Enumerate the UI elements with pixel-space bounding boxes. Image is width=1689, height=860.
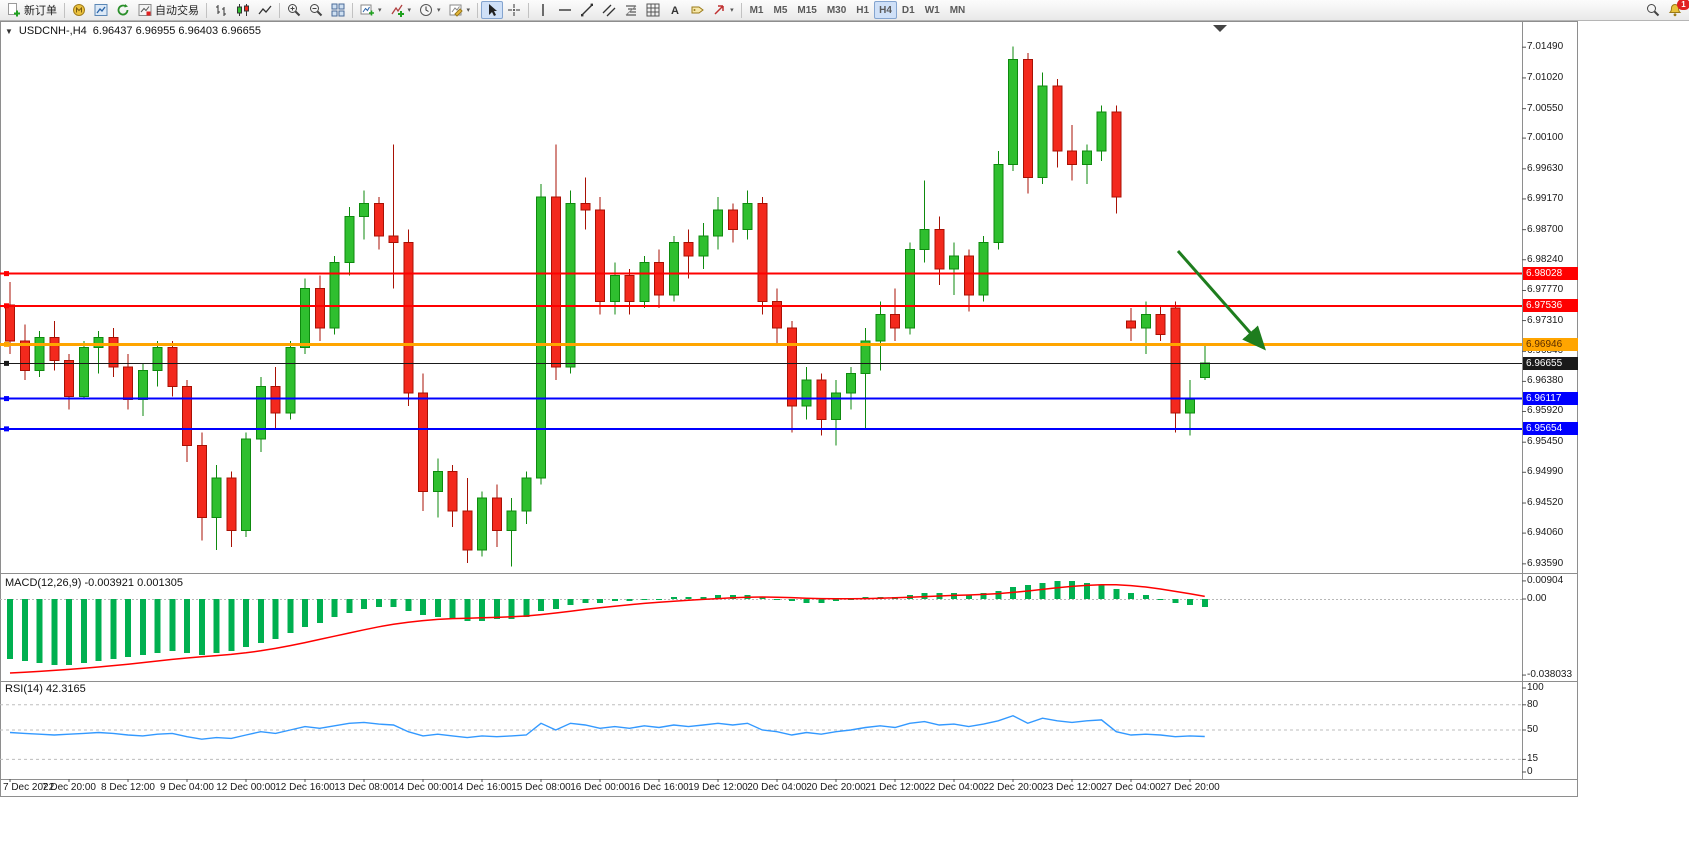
indicators-button[interactable]: ▾ [386, 1, 416, 19]
main-toolbar: 新订单 自动交易 ▾ ▾ ▾ [0, 0, 1689, 21]
new-order-icon [8, 3, 20, 17]
candles-layer [5, 46, 1210, 567]
autotrade-icon [138, 4, 152, 16]
crosshair-icon [508, 4, 521, 16]
chevron-down-icon: ▾ [466, 7, 471, 14]
candlestick-button[interactable] [232, 1, 254, 19]
new-chart-icon [360, 4, 374, 16]
grid-button[interactable] [642, 1, 664, 19]
svg-text:A: A [671, 5, 679, 17]
chart-window-icon [94, 4, 108, 16]
toolbar-separator [64, 2, 65, 18]
vertical-line-button[interactable] [532, 1, 554, 19]
chevron-down-icon: ▾ [730, 7, 734, 14]
cursor-icon [489, 4, 498, 16]
toolbar-separator [206, 2, 207, 18]
template-icon [449, 4, 463, 17]
fibonacci-button[interactable] [620, 1, 642, 19]
vertical-line-icon [542, 4, 544, 16]
chart-shift-marker[interactable] [1213, 25, 1227, 32]
timeframe-group: M1 M5 M15 M30 H1 H4 D1 W1 MN [745, 1, 971, 19]
new-chart-button[interactable]: ▾ [356, 1, 386, 19]
toolbar-separator [352, 2, 353, 18]
toolbar-separator [279, 2, 280, 18]
chevron-down-icon: ▾ [378, 7, 382, 14]
grid-icon [646, 3, 660, 17]
notification-badge: 1 [1677, 0, 1689, 10]
toolbar-right-group: 1 [1642, 0, 1689, 19]
mql5-button[interactable] [68, 1, 90, 19]
search-button[interactable] [1642, 1, 1664, 19]
tile-windows-button[interactable] [327, 1, 349, 19]
ohlc-bars-icon [216, 5, 226, 16]
chart-frame [0, 21, 1578, 797]
line-chart-icon [258, 5, 272, 15]
line-anchor[interactable] [4, 396, 9, 402]
new-order-label: 新订单 [24, 5, 57, 17]
horizontal-line-button[interactable] [554, 1, 576, 19]
timeframe-button-w1[interactable]: W1 [920, 1, 945, 19]
line-anchor[interactable] [4, 271, 9, 277]
zoom-out-icon [310, 4, 323, 17]
crosshair-button[interactable] [503, 1, 525, 19]
macd-histogram [7, 581, 1208, 665]
macd-signal-line [9, 584, 1205, 674]
clock-icon [420, 4, 433, 16]
line-chart-button[interactable] [254, 1, 276, 19]
toolbar-separator [740, 2, 742, 18]
line-anchor[interactable] [4, 341, 9, 347]
channel-icon [602, 4, 616, 17]
refresh-icon [117, 4, 129, 16]
text-icon: A [671, 5, 679, 17]
toolbar-separator [528, 2, 530, 18]
timeframe-button-d1[interactable]: D1 [897, 1, 920, 19]
periods-button[interactable]: ▾ [415, 1, 445, 19]
timeframe-button-m1[interactable]: M1 [745, 1, 769, 19]
text-button[interactable]: A [664, 1, 686, 19]
zoom-in-icon [288, 4, 301, 17]
horizontal-line-icon [559, 9, 572, 11]
timeframe-button-m15[interactable]: M15 [792, 1, 821, 19]
notifications-button[interactable]: 1 [1664, 0, 1689, 19]
rsi-line [9, 714, 1205, 740]
search-icon [1647, 4, 1660, 17]
autotrade-label: 自动交易 [155, 5, 199, 17]
label-button[interactable] [686, 1, 708, 19]
templates-button[interactable]: ▾ [445, 1, 475, 19]
timeframe-button-h4[interactable]: H4 [874, 1, 897, 19]
tag-icon [691, 6, 704, 14]
line-anchor[interactable] [4, 360, 9, 366]
timeframe-button-h1[interactable]: H1 [851, 1, 874, 19]
timeframe-button-m30[interactable]: M30 [822, 1, 851, 19]
timeframe-button-m5[interactable]: M5 [768, 1, 792, 19]
open-chart-button[interactable] [90, 1, 112, 19]
toolbar-separator [477, 2, 479, 18]
annotation-arrow[interactable] [1176, 250, 1266, 351]
trendline-button[interactable] [576, 1, 598, 19]
timeframe-button-mn[interactable]: MN [945, 1, 971, 19]
arrow-object-icon [714, 5, 724, 15]
candlestick-icon [237, 4, 249, 16]
mql5-icon [73, 4, 85, 16]
trendline-icon [581, 3, 594, 17]
zoom-out-button[interactable] [305, 1, 327, 19]
chevron-down-icon: ▾ [437, 7, 441, 14]
channel-button[interactable] [598, 1, 620, 19]
tile-windows-icon [331, 3, 345, 17]
indicators-icon [390, 4, 404, 17]
price-axis [9, 46, 1526, 782]
line-anchor[interactable] [4, 426, 9, 432]
fibonacci-icon [625, 5, 637, 16]
refresh-button[interactable] [112, 1, 134, 19]
autotrade-button[interactable]: 自动交易 [134, 1, 203, 19]
zoom-in-button[interactable] [283, 1, 305, 19]
cursor-button[interactable] [481, 1, 504, 19]
chevron-down-icon: ▾ [407, 7, 412, 14]
arrows-button[interactable]: ▾ [708, 1, 738, 19]
bar-chart-button[interactable] [210, 1, 232, 19]
new-order-button[interactable]: 新订单 [3, 1, 61, 19]
line-anchor[interactable] [4, 303, 9, 309]
